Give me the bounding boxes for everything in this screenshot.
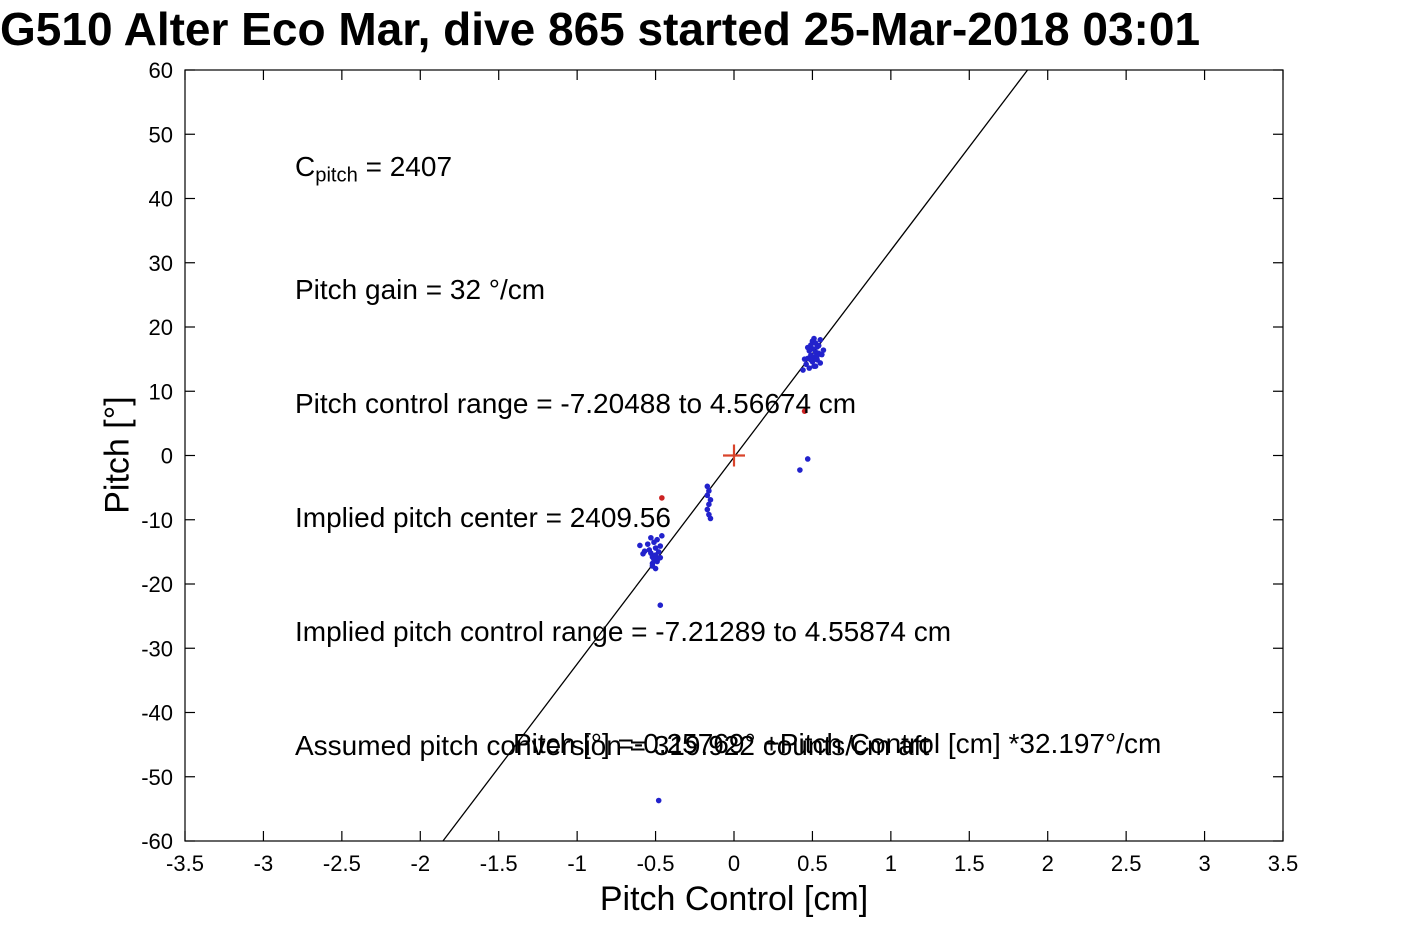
annotation-implied-pitch-control-range: Implied pitch control range = -7.21289 t… xyxy=(295,615,952,647)
pitch-observations-point xyxy=(804,344,811,351)
pitch-observations-point xyxy=(652,545,659,551)
annotation-pitch-control-range: Pitch control range = -7.20488 to 4.5667… xyxy=(295,387,857,419)
pitch-observations-point xyxy=(648,534,654,541)
pitch-observations-point xyxy=(815,342,822,349)
pitch-observations-point xyxy=(707,515,714,522)
pitch-observations-point xyxy=(706,501,712,508)
x-axis-label: Pitch Control [cm] xyxy=(599,880,869,918)
pitch-observations-point xyxy=(811,363,817,369)
pitch-observations-point xyxy=(644,541,651,547)
pitch-observations-point xyxy=(704,506,711,513)
annotation-pitch-gain: Pitch gain = 32 °/cm xyxy=(295,273,546,305)
pitch-observations-point xyxy=(803,361,809,368)
x-tick-label: -0.5 xyxy=(637,851,675,876)
pitch-observations-point xyxy=(640,551,646,557)
y-tick-label: 50 xyxy=(149,122,173,147)
pitch-observations-point xyxy=(800,367,806,373)
pitch-observations-point xyxy=(806,365,813,371)
x-tick-label: 0.5 xyxy=(797,851,828,876)
annotation-implied-pitch-center: Implied pitch center = 2409.56 xyxy=(295,501,671,533)
y-tick-label: -50 xyxy=(141,765,173,790)
y-tick-label: -20 xyxy=(141,572,173,597)
pitch-observations-point xyxy=(801,356,808,362)
pitch-observations-point xyxy=(652,565,659,572)
pitch-observations-point xyxy=(704,483,711,490)
pitch-observations-point xyxy=(657,543,664,549)
pitch-observations-point xyxy=(654,536,660,543)
pitch-observations-point xyxy=(657,602,664,609)
fit-equation-label: Pitch [°] =-0.25769° +Pitch Control [cm]… xyxy=(513,728,1162,759)
x-tick-label: 3 xyxy=(1198,851,1210,876)
x-tick-label: 2.5 xyxy=(1111,851,1142,876)
annotation-cpitch: Cpitch = 2407 xyxy=(295,148,951,195)
pitch-observations-point xyxy=(704,492,711,499)
pitch-observations-point xyxy=(817,337,824,343)
flagged-observations-point xyxy=(659,495,665,501)
y-axis-label: Pitch [°] xyxy=(98,396,137,514)
pitch-observations-point xyxy=(814,353,820,359)
y-tick-label: -60 xyxy=(141,829,173,854)
x-tick-label: -1 xyxy=(567,851,587,876)
x-tick-label: -3 xyxy=(254,851,274,876)
pitch-observations-point xyxy=(706,488,712,494)
x-tick-label: -2.5 xyxy=(323,851,361,876)
y-tick-label: 10 xyxy=(149,379,173,404)
pitch-observations-point xyxy=(655,797,662,804)
flagged-observations-point xyxy=(801,408,808,414)
x-tick-label: -3.5 xyxy=(166,851,204,876)
pitch-observations-point xyxy=(819,351,825,358)
y-tick-label: 40 xyxy=(149,187,173,212)
y-tick-label: -30 xyxy=(141,636,173,661)
x-tick-label: 1 xyxy=(885,851,897,876)
x-tick-label: -1.5 xyxy=(480,851,518,876)
x-tick-label: 2 xyxy=(1042,851,1054,876)
pitch-observations-point xyxy=(657,554,664,561)
pitch-observations-point xyxy=(646,547,653,553)
y-tick-label: -40 xyxy=(141,701,173,726)
x-tick-label: 1.5 xyxy=(954,851,985,876)
y-tick-label: 30 xyxy=(149,251,173,276)
y-tick-label: -10 xyxy=(141,508,173,533)
cpitch-base: C xyxy=(295,151,316,182)
pitch-observations-point xyxy=(811,335,817,342)
pitch-observations-point xyxy=(637,542,643,549)
pitch-observations-point xyxy=(804,456,811,462)
annotation-assumed-pitch-conversion: Assumed pitch conversion = 319.922 count… xyxy=(295,729,930,761)
x-tick-label: 3.5 xyxy=(1268,851,1299,876)
cpitch-value: = 2407 xyxy=(357,151,453,182)
annotation-block: Cpitch = 2407 Pitch gain = 32 °/cm Pitch… xyxy=(295,72,951,803)
figure-title: G510 Alter Eco Mar, dive 865 started 25-… xyxy=(0,3,1201,55)
x-tick-label: 0 xyxy=(728,851,740,876)
y-tick-label: 0 xyxy=(161,444,173,469)
pitch-observations-point xyxy=(655,549,662,555)
pitch-observations-point xyxy=(797,467,803,473)
pitch-observations-point xyxy=(817,360,824,366)
pitch-observations-point xyxy=(707,497,714,503)
pitch-observations-point xyxy=(820,347,827,353)
y-tick-label: 20 xyxy=(149,315,173,340)
y-tick-label: 60 xyxy=(149,58,173,83)
pitch-observations-point xyxy=(808,356,814,363)
x-tick-label: -2 xyxy=(411,851,431,876)
pitch-observations-point xyxy=(659,533,665,539)
cpitch-subscript: pitch xyxy=(315,164,358,187)
